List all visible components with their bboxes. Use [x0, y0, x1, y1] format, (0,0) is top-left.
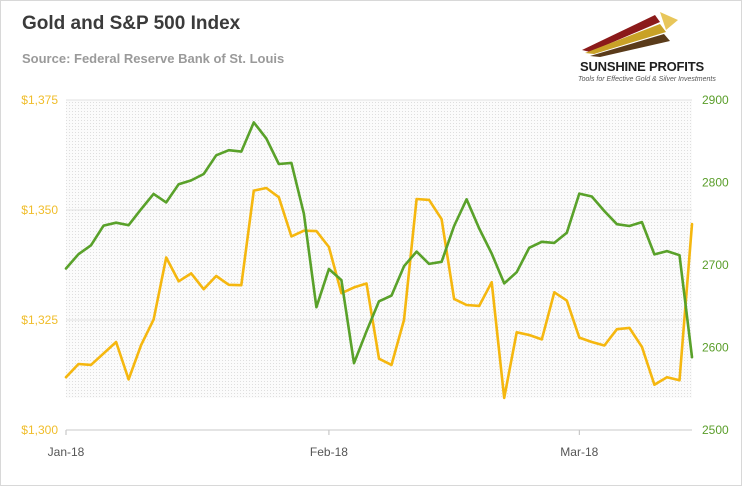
right-axis-tick-label: 2600 [702, 341, 729, 355]
gridlines [66, 99, 692, 321]
x-axis-ticks: Jan-18 Feb-18 Mar-18 [48, 430, 599, 459]
plot-area-background [66, 100, 692, 398]
x-axis-tick-label: Feb-18 [310, 445, 348, 459]
logo-swoosh-icon [582, 12, 678, 57]
chart-subtitle: Source: Federal Reserve Bank of St. Loui… [22, 51, 285, 66]
left-axis-tick-label: $1,325 [21, 313, 58, 327]
left-axis-ticks: $1,300 $1,325 $1,350 $1,375 [21, 93, 58, 437]
sunshine-profits-logo: SUNSHINE PROFITS Tools for Effective Gol… [560, 10, 725, 88]
right-axis-tick-label: 2900 [702, 93, 729, 107]
left-axis-tick-label: $1,300 [21, 423, 58, 437]
right-axis-ticks: 2500 2600 2700 2800 2900 [702, 93, 729, 437]
logo-tagline: Tools for Effective Gold & Silver Invest… [578, 76, 716, 83]
right-axis-tick-label: 2700 [702, 258, 729, 272]
sp500-series-line [64, 121, 694, 365]
logo-name: SUNSHINE PROFITS [580, 59, 704, 74]
x-axis-tick-label: Jan-18 [48, 445, 85, 459]
chart-title: Gold and S&P 500 Index [22, 13, 241, 34]
left-axis-tick-label: $1,375 [21, 93, 58, 107]
series-lines [64, 121, 694, 400]
right-axis-tick-label: 2800 [702, 176, 729, 190]
left-axis-tick-label: $1,350 [21, 203, 58, 217]
gold-series-line [64, 186, 694, 400]
right-axis-tick-label: 2500 [702, 423, 729, 437]
x-axis-tick-label: Mar-18 [560, 445, 598, 459]
